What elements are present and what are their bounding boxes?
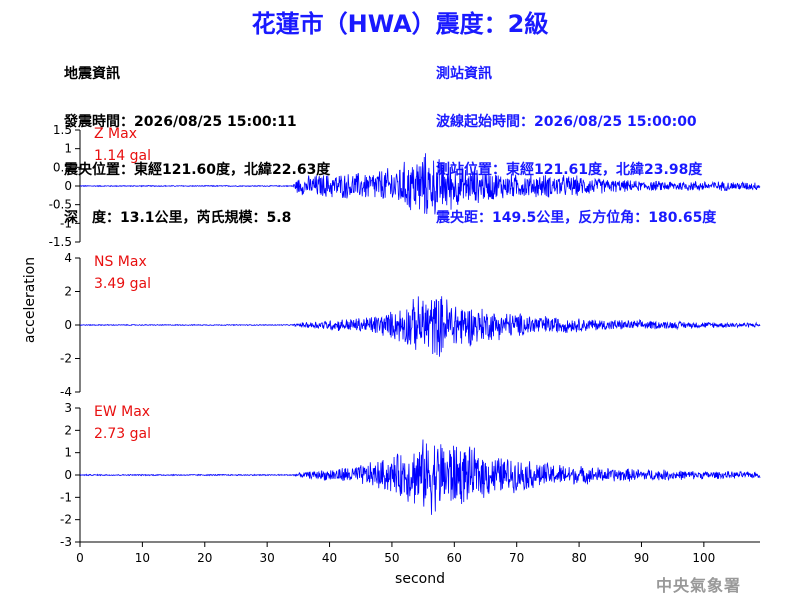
event-info-heading: 地震資訊 [64,66,120,82]
y-tick-label: 0 [64,318,72,332]
waveform-ew [79,439,761,515]
y-tick-label: 1.5 [53,123,72,137]
waveform-ns [79,296,761,357]
max-label-z: Z Max [94,126,137,142]
y-tick-label: 2 [64,285,72,299]
y-tick-label: 1 [64,446,72,460]
y-tick-label: 2 [64,423,72,437]
x-tick-label: 70 [509,551,524,565]
x-tick-label: 0 [76,551,84,565]
depth-magnitude: 深 度：13.1公里，芮氏規模：5.8 [64,210,292,226]
max-label-ns: NS Max [94,254,147,270]
y-tick-label: -4 [60,385,72,399]
max-value-z: 1.14 gal [94,148,151,164]
y-tick-label: 1 [64,142,72,156]
panel-z: 1.5 1 0.5 0 -0.5 -1 -1.5 Z Max 1.14 gal [49,123,761,249]
x-axis-label: second [395,571,445,587]
x-tick-label: 40 [322,551,337,565]
x-tick-label: 90 [634,551,649,565]
epicenter-location: 震央位置：東經121.60度，北緯22.63度 [64,162,331,178]
y-tick-label: -3 [60,535,72,549]
y-tick-label: -1 [60,216,72,230]
x-tick-label: 100 [692,551,715,565]
wave-start-time: 波線起始時間：2026/08/25 15:00:00 [436,114,697,130]
waveform-z [79,153,761,215]
station-info-heading: 測站資訊 [436,66,492,82]
y-tick-label: 4 [64,251,72,265]
x-tick-label: 10 [135,551,150,565]
y-tick-label: -0.5 [49,198,72,212]
y-tick-label: -1 [60,490,72,504]
agency-logo-text: 中央氣象署 [656,576,742,595]
y-tick-label: -2 [60,352,72,366]
event-info: 地震資訊 發震時間：2026/08/25 15:00:11 震央位置：東經121… [64,34,330,242]
max-value-ns: 3.49 gal [94,276,151,292]
distance-azimuth: 震央距：149.5公里，反方位角：180.65度 [436,210,717,226]
max-value-ew: 2.73 gal [94,426,151,442]
x-tick-label: 50 [384,551,399,565]
y-tick-label: 0 [64,179,72,193]
y-tick-label: -1.5 [49,235,72,249]
x-tick-label: 20 [197,551,212,565]
panel-ew: 3 2 1 0 -1 -2 -3 EW Max 2.73 gal [60,401,761,549]
x-tick-label: 30 [260,551,275,565]
y-tick-label: 0 [64,468,72,482]
page-title: 花蓮市（HWA）震度：2級 [251,10,549,38]
max-label-ew: EW Max [94,404,150,420]
y-tick-label: 0.5 [53,160,72,174]
x-tick-label: 60 [447,551,462,565]
y-tick-label: 3 [64,401,72,415]
y-axis-label: acceleration [22,256,38,344]
station-info: 測站資訊 波線起始時間：2026/08/25 15:00:00 測站位置：東經1… [436,34,716,242]
panel-ns: 4 2 0 -2 -4 NS Max 3.49 gal [60,251,761,399]
y-tick-label: -2 [60,513,72,527]
x-tick-label: 80 [571,551,586,565]
station-location: 測站位置：東經121.61度，北緯23.98度 [436,162,703,178]
origin-time: 發震時間：2026/08/25 15:00:11 [64,114,297,130]
